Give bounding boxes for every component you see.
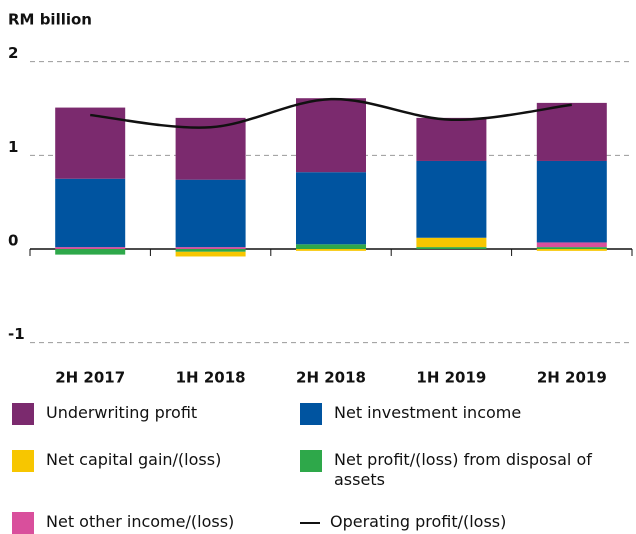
bar-segment (416, 160, 487, 238)
chart: RM billion -1 0 1 2 2H 2017 1H 2018 2H 2018 1H … (8, 11, 633, 387)
legend-label: Underwriting profit (46, 403, 198, 422)
bar-segment (536, 248, 607, 251)
bar-segment (536, 102, 607, 161)
y-axis-label: RM billion (8, 11, 92, 29)
bar-segment (536, 242, 607, 248)
y-tick-label: -1 (8, 325, 25, 343)
legend-item: Net investment income (300, 403, 610, 425)
legend-label: Net capital gain/(loss) (46, 450, 222, 469)
legend-swatch (300, 450, 322, 472)
bar-segment (536, 160, 607, 243)
legend-label: Operating profit/(loss) (330, 512, 507, 531)
y-tick-label: 0 (8, 231, 18, 249)
bar-segment (296, 244, 366, 249)
bar-segment (55, 248, 126, 255)
bar-segment (175, 248, 246, 252)
bar-segment (55, 178, 126, 248)
legend-swatch (300, 522, 320, 524)
x-tick-label: 1H 2018 (176, 369, 246, 387)
bar-segment (175, 251, 246, 257)
legend-swatch (12, 512, 34, 534)
bar-segment (296, 98, 366, 173)
legend-item: Underwriting profit (12, 403, 292, 425)
x-tick-label: 2H 2019 (537, 369, 607, 387)
bar-segment (296, 172, 366, 245)
line (90, 97, 572, 129)
legend-item: Net capital gain/(loss) (12, 450, 292, 472)
bar-segment (536, 247, 607, 249)
bar-segment (296, 248, 366, 251)
legend-label: Net other income/(loss) (46, 512, 235, 531)
legend-swatch (300, 403, 322, 425)
legend-item: Net other income/(loss) (12, 512, 292, 534)
bar-segment (175, 247, 246, 249)
bar-segment (416, 247, 487, 249)
x-tick-label: 2H 2018 (296, 369, 366, 387)
legend-item: Operating profit/(loss) (300, 512, 610, 532)
bar-segment (416, 237, 487, 248)
bar-segment (55, 247, 126, 249)
y-tick-label: 1 (8, 138, 18, 156)
legend-swatch (12, 450, 34, 472)
legend-label: Net investment income (334, 403, 522, 422)
legend-label: Net profit/(loss) from disposal of asset… (334, 450, 592, 489)
legend-item: Net profit/(loss) from disposal of asset… (300, 450, 610, 490)
x-tick-label: 2H 2017 (55, 369, 125, 387)
x-tick-label: 1H 2019 (416, 369, 486, 387)
bar-segment (175, 179, 246, 248)
y-tick-label: 2 (8, 44, 18, 62)
legend-swatch (12, 403, 34, 425)
bar-segment (416, 117, 487, 161)
